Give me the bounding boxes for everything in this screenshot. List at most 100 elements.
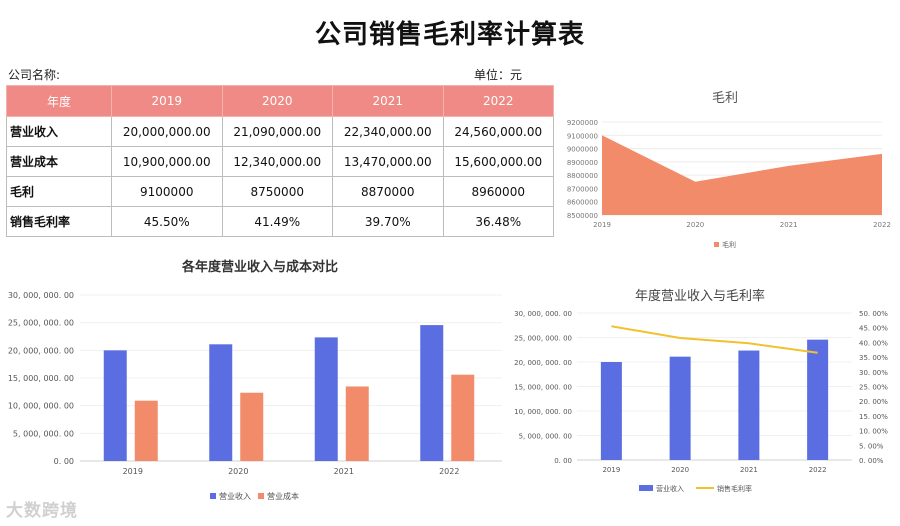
revenue-cost-bar-chart: 0. 00 5, 000, 000. 00 10, 000, 000. 00 15, … bbox=[8, 291, 502, 501]
table-header-row: 年度 2019 2020 2021 2022 bbox=[6, 85, 554, 117]
y-tick-label: 25, 000, 000. 00 bbox=[514, 335, 572, 343]
unit-label: 单位：元 bbox=[474, 68, 523, 82]
bar-revenue bbox=[807, 339, 829, 460]
y2-tick-label: 35. 00% bbox=[859, 354, 888, 362]
y-tick-label: 30, 000, 000. 00 bbox=[8, 291, 74, 300]
bar-cost bbox=[451, 374, 475, 461]
margin-table: 年度 2019 2020 2021 2022 营业收入 20,000,000.0… bbox=[6, 85, 554, 237]
y2-tick-label: 40. 00% bbox=[859, 339, 888, 347]
header-2019: 2019 bbox=[111, 85, 223, 117]
y2-tick-label: 50. 00% bbox=[859, 310, 888, 318]
y-tick-label: 25, 000, 000. 00 bbox=[8, 319, 74, 328]
bar-revenue bbox=[103, 350, 127, 461]
y-tick-label: 15, 000, 000. 00 bbox=[8, 374, 74, 383]
y-tick-label: 10, 000, 000. 00 bbox=[514, 408, 572, 416]
x-tick-label: 2022 bbox=[809, 466, 827, 474]
bar-cost bbox=[134, 400, 158, 461]
cell: 13,470,000.00 bbox=[332, 146, 444, 177]
bar-revenue bbox=[669, 356, 691, 460]
cell: 22,340,000.00 bbox=[332, 116, 444, 147]
legend-label: 营业收入 bbox=[656, 484, 684, 493]
cell: 15,600,000.00 bbox=[442, 146, 554, 177]
x-tick-label: 2022 bbox=[439, 467, 459, 476]
legend-label: 营业成本 bbox=[267, 491, 299, 501]
y-tick-label: 30, 000, 000. 00 bbox=[514, 310, 572, 318]
y2-tick-label: 0. 00% bbox=[859, 457, 884, 465]
watermark-text: 大数跨境 bbox=[6, 501, 78, 521]
y-tick-label: 8900000 bbox=[567, 159, 598, 167]
row-label: 毛利 bbox=[6, 176, 112, 207]
y2-tick-label: 30. 00% bbox=[859, 369, 888, 377]
revenue-margin-combo-chart: 0. 00 5, 000, 000. 00 10, 000, 000. 00 15, … bbox=[514, 310, 888, 493]
y-tick-label: 5, 000, 000. 00 bbox=[519, 433, 572, 441]
y2-tick-label: 10. 00% bbox=[859, 428, 888, 436]
x-tick-label: 2021 bbox=[780, 221, 798, 229]
combo-chart-title: 年度营业收入与毛利率 bbox=[634, 289, 765, 304]
x-tick-label: 2020 bbox=[228, 467, 248, 476]
y-tick-label: 5, 000, 000. 00 bbox=[13, 429, 74, 438]
bar-cost bbox=[240, 392, 264, 461]
y-tick-label: 8500000 bbox=[567, 212, 598, 220]
cell: 10,900,000.00 bbox=[111, 146, 223, 177]
y2-tick-label: 20. 00% bbox=[859, 398, 888, 406]
y-tick-label: 8600000 bbox=[567, 199, 598, 207]
watermark-logo: 大数跨境 bbox=[6, 496, 78, 521]
x-tick-label: 2021 bbox=[740, 466, 758, 474]
table-row: 毛利 9100000 8750000 8870000 8960000 bbox=[6, 176, 554, 207]
legend-swatch bbox=[258, 493, 264, 499]
header-2021: 2021 bbox=[332, 85, 444, 117]
line-series-margin bbox=[611, 325, 818, 354]
gross-profit-area-chart: 8500000 8600000 8700000 8800000 8900000 90000… bbox=[567, 119, 891, 249]
y-tick-label: 9200000 bbox=[567, 119, 598, 127]
x-tick-label: 2020 bbox=[686, 221, 704, 229]
y-tick-label: 20, 000, 000. 00 bbox=[8, 346, 74, 355]
bar-revenue bbox=[738, 350, 760, 460]
bar-chart-title: 各年度营业收入与成本对比 bbox=[181, 260, 338, 275]
y-tick-label: 20, 000, 000. 00 bbox=[514, 359, 572, 367]
x-tick-label: 2022 bbox=[873, 221, 891, 229]
y-tick-label: 9100000 bbox=[567, 132, 598, 140]
bar-revenue bbox=[209, 344, 233, 461]
header-2022: 2022 bbox=[442, 85, 554, 117]
header-2020: 2020 bbox=[221, 85, 333, 117]
x-tick-label: 2019 bbox=[123, 467, 143, 476]
y-tick-label: 8700000 bbox=[567, 185, 598, 193]
row-label: 营业收入 bbox=[6, 116, 112, 147]
legend-label: 毛利 bbox=[722, 240, 736, 249]
legend-swatch bbox=[714, 242, 719, 247]
cell: 20,000,000.00 bbox=[111, 116, 223, 147]
cell: 12,340,000.00 bbox=[221, 146, 333, 177]
y-tick-label: 0. 00 bbox=[554, 457, 572, 465]
cell: 8750000 bbox=[221, 176, 333, 207]
y-tick-label: 10, 000, 000. 00 bbox=[8, 402, 74, 411]
bar-revenue bbox=[314, 337, 338, 461]
bar-cost bbox=[345, 386, 369, 461]
cell: 41.49% bbox=[221, 206, 333, 237]
legend-label: 营业收入 bbox=[219, 491, 251, 501]
table-row: 营业收入 20,000,000.00 21,090,000.00 22,340,… bbox=[6, 116, 554, 147]
y-tick-label: 8800000 bbox=[567, 172, 598, 180]
bar-revenue bbox=[600, 362, 622, 460]
row-label: 销售毛利率 bbox=[6, 206, 112, 237]
cell: 36.48% bbox=[442, 206, 554, 237]
y2-tick-label: 15. 00% bbox=[859, 413, 888, 421]
header-year: 年度 bbox=[6, 85, 112, 117]
x-tick-label: 2019 bbox=[602, 466, 620, 474]
cell: 24,560,000.00 bbox=[442, 116, 554, 147]
area-chart-title: 毛利 bbox=[711, 91, 738, 106]
y-tick-label: 0. 00 bbox=[54, 457, 74, 466]
cell: 8960000 bbox=[442, 176, 554, 207]
area-series-gross-profit bbox=[602, 135, 882, 215]
bar-revenue bbox=[420, 325, 444, 461]
x-tick-label: 2021 bbox=[334, 467, 354, 476]
y-tick-label: 15, 000, 000. 00 bbox=[514, 384, 572, 392]
legend-swatch bbox=[639, 485, 653, 491]
legend-label: 销售毛利率 bbox=[717, 484, 752, 493]
table-row: 销售毛利率 45.50% 41.49% 39.70% 36.48% bbox=[6, 206, 554, 237]
cell: 9100000 bbox=[111, 176, 223, 207]
row-label: 营业成本 bbox=[6, 146, 112, 177]
x-tick-label: 2020 bbox=[671, 466, 689, 474]
legend-swatch bbox=[210, 493, 216, 499]
table-row: 营业成本 10,900,000.00 12,340,000.00 13,470,… bbox=[6, 146, 554, 177]
company-name-label: 公司名称: bbox=[8, 68, 61, 82]
